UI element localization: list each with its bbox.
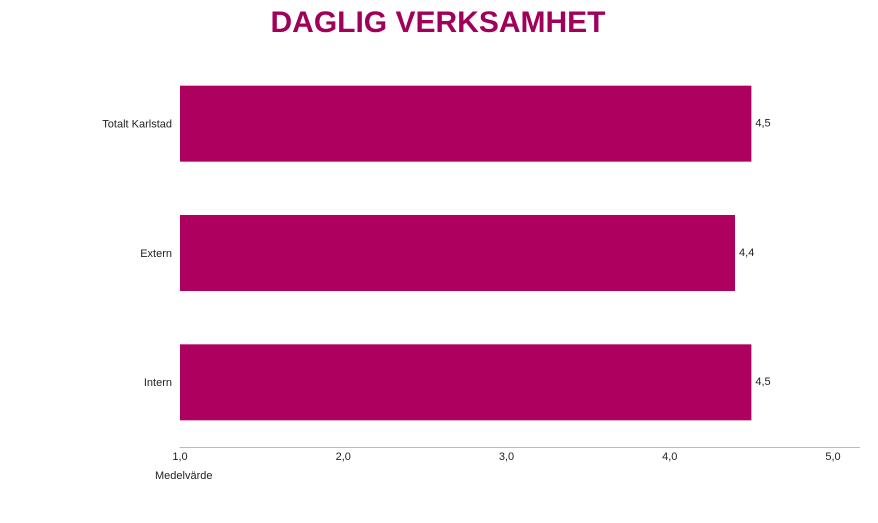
- x-tick-label: 5,0: [825, 451, 840, 463]
- y-tick-label: Extern: [140, 248, 172, 260]
- value-label: 4,5: [755, 376, 770, 388]
- bar: [180, 215, 736, 291]
- bar: [180, 344, 752, 421]
- x-tick-label: 4,0: [662, 451, 677, 463]
- chart-title: DAGLIG VERKSAMHET: [270, 6, 605, 39]
- y-tick-label: Intern: [144, 377, 172, 389]
- y-tick-label: Totalt Karlstad: [102, 119, 172, 131]
- value-label: 4,4: [739, 247, 754, 259]
- value-label: 4,5: [755, 118, 770, 130]
- x-tick-label: 3,0: [499, 451, 514, 463]
- bar: [180, 85, 752, 162]
- x-tick-label: 1,0: [172, 451, 187, 463]
- x-tick-label: 2,0: [336, 451, 351, 463]
- x-axis-label: Medelvärde: [155, 470, 212, 482]
